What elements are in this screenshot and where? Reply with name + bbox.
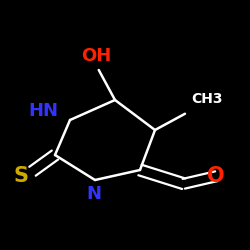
- Text: HN: HN: [29, 102, 59, 120]
- Text: N: N: [86, 185, 101, 203]
- Text: OH: OH: [81, 47, 112, 65]
- Text: S: S: [14, 166, 29, 186]
- Text: CH3: CH3: [191, 92, 223, 106]
- Text: O: O: [208, 166, 225, 186]
